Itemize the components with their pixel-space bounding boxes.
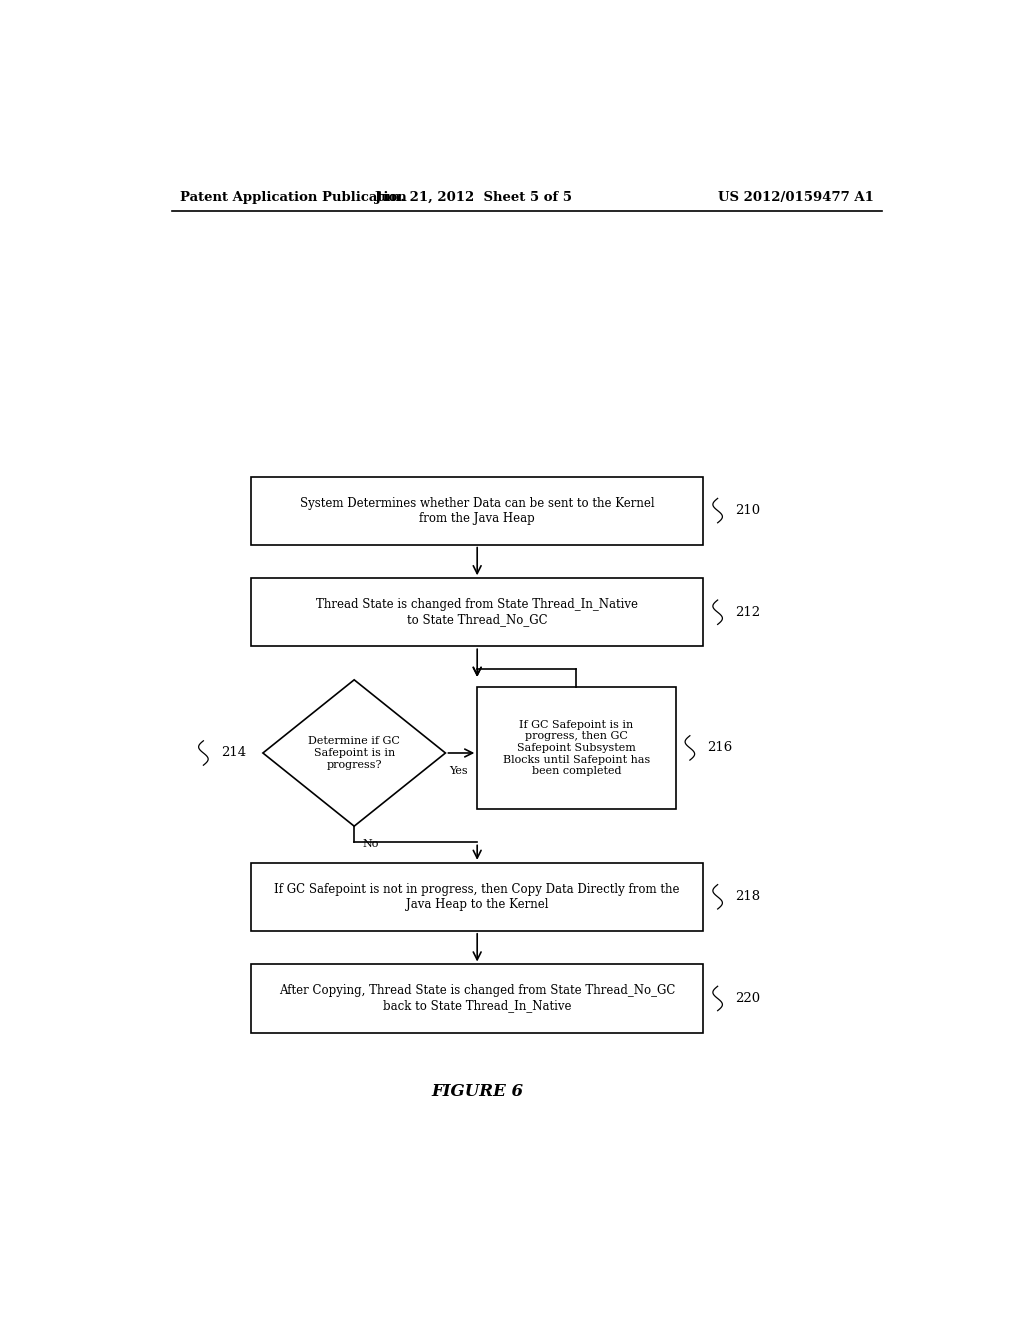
Text: Patent Application Publication: Patent Application Publication <box>179 190 407 203</box>
Text: Determine if GC
Safepoint is in
progress?: Determine if GC Safepoint is in progress… <box>308 737 400 770</box>
Text: 216: 216 <box>708 742 732 755</box>
Bar <box>251 863 703 931</box>
Text: System Determines whether Data can be sent to the Kernel
from the Java Heap: System Determines whether Data can be se… <box>300 496 654 524</box>
Text: If GC Safepoint is not in progress, then Copy Data Directly from the
Java Heap t: If GC Safepoint is not in progress, then… <box>274 883 680 911</box>
Bar <box>251 477 703 545</box>
Text: 218: 218 <box>735 890 760 903</box>
Text: Yes: Yes <box>450 767 468 776</box>
Text: After Copying, Thread State is changed from State Thread_No_GC
back to State Thr: After Copying, Thread State is changed f… <box>279 985 676 1012</box>
Text: If GC Safepoint is in
progress, then GC
Safepoint Subsystem
Blocks until Safepoi: If GC Safepoint is in progress, then GC … <box>503 719 650 776</box>
Text: Jun. 21, 2012  Sheet 5 of 5: Jun. 21, 2012 Sheet 5 of 5 <box>375 190 571 203</box>
Text: Thread State is changed from State Thread_In_Native
to State Thread_No_GC: Thread State is changed from State Threa… <box>316 598 638 626</box>
Bar <box>477 686 676 809</box>
Text: 214: 214 <box>221 747 246 759</box>
Bar <box>251 965 703 1032</box>
Text: 210: 210 <box>735 504 760 517</box>
Text: FIGURE 6: FIGURE 6 <box>431 1082 523 1100</box>
Text: 212: 212 <box>735 606 760 619</box>
Polygon shape <box>263 680 445 826</box>
Bar <box>251 578 703 647</box>
Text: 220: 220 <box>735 991 760 1005</box>
Text: No: No <box>362 840 379 850</box>
Text: US 2012/0159477 A1: US 2012/0159477 A1 <box>718 190 873 203</box>
